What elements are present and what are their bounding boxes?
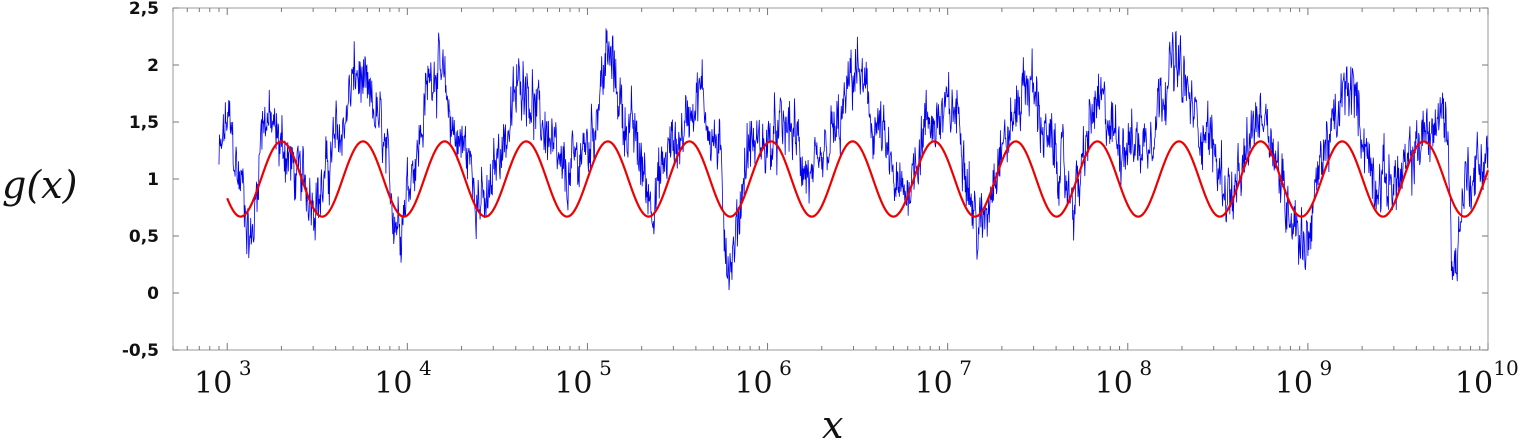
series-sinusoid-line [226,140,1490,218]
x-tick-label: 10 [374,366,412,401]
x-tick-label: 10 [915,366,953,401]
x-axis-label: x [822,403,843,443]
x-tick-label: 10 [194,366,232,401]
sinusoid-series-path [226,140,1490,218]
x-tick-label: 10 [734,366,772,401]
y-tick-label: -0,5 [122,341,159,361]
x-tick-exponent: 6 [779,356,792,380]
x-tick-exponent: 9 [1320,356,1333,380]
x-tick-exponent: 8 [1139,356,1152,380]
plot-frame [172,7,1489,351]
x-tick-labels: 10 3 10 4 10 5 10 6 10 7 10 8 10 9 10 10 [194,356,1519,401]
ticks [172,7,1489,351]
y-tick-label: 2 [147,56,159,76]
y-tick-label: 0,5 [129,227,159,247]
x-tick-label: 10 [1455,366,1493,401]
y-tick-labels: 2,5 2 1,5 1 0,5 0 -0,5 [122,0,159,361]
y-tick-label: 1 [147,170,159,190]
x-tick-exponent: 4 [419,356,432,380]
x-tick-exponent: 5 [599,356,612,380]
x-tick-exponent: 3 [239,356,252,380]
x-tick-label: 10 [554,366,592,401]
y-tick-label: 1,5 [129,113,159,133]
x-tick-exponent: 7 [959,356,972,380]
x-tick-label: 10 [1275,366,1313,401]
noisy-series-path [218,28,1489,291]
y-tick-label: 2,5 [129,0,159,19]
x-tick-label: 10 [1095,366,1133,401]
plot-border [172,7,1489,351]
x-tick-exponent: 10 [1493,356,1518,380]
y-axis-label: g(x) [2,163,77,207]
y-tick-label: 0 [147,284,159,304]
series-noisy-line [218,28,1489,291]
